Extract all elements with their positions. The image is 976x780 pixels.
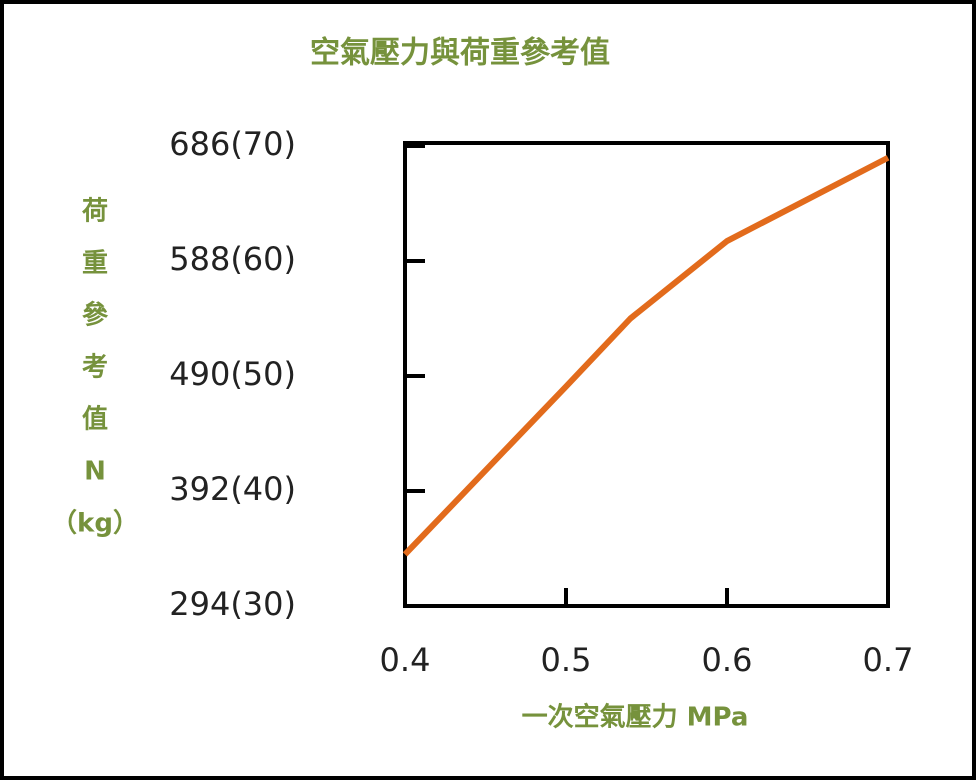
- x-tick-label: 0.6: [702, 641, 753, 679]
- x-tick-label: 0.7: [863, 641, 914, 679]
- y-tick-label: 588(60): [169, 240, 296, 278]
- y-tick-label: 686(70): [169, 125, 296, 163]
- chart-title: 空氣壓力與荷重參考值: [310, 36, 610, 71]
- y-axis-label: 考: [82, 353, 108, 383]
- y-axis-label: 參: [82, 300, 109, 331]
- y-axis-label: （kg）: [51, 509, 139, 539]
- y-axis-label: 荷: [82, 197, 108, 227]
- x-axis-label: 一次空氣壓力 MPa: [522, 702, 749, 733]
- y-tick-label: 490(50): [169, 355, 296, 393]
- y-axis-label: N: [84, 457, 106, 487]
- x-tick-label: 0.5: [541, 641, 592, 679]
- y-axis-label: 值: [82, 405, 108, 435]
- plot-frame: [403, 141, 890, 608]
- y-tick-label: 294(30): [169, 585, 296, 623]
- y-tick-label: 392(40): [169, 470, 296, 508]
- line: [402, 155, 890, 557]
- y-axis-label: 重: [82, 249, 108, 279]
- x-tick-label: 0.4: [380, 641, 431, 679]
